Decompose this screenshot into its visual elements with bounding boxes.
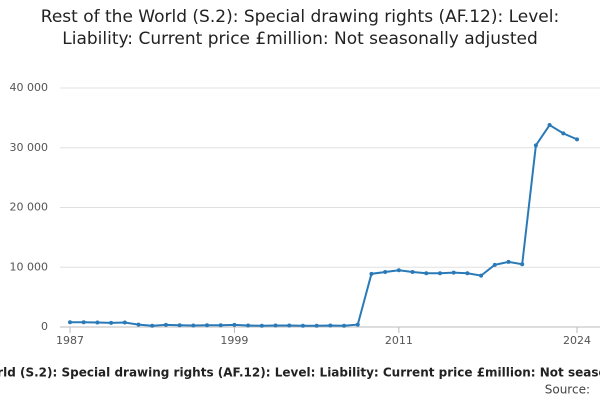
data-point xyxy=(246,323,251,328)
data-point xyxy=(109,320,114,325)
data-point xyxy=(300,323,305,328)
data-point xyxy=(95,320,100,325)
data-point xyxy=(218,323,223,328)
data-point xyxy=(122,320,127,325)
data-point xyxy=(259,323,264,328)
data-point xyxy=(273,323,278,328)
data-point xyxy=(205,323,210,328)
data-point xyxy=(191,323,196,328)
data-point xyxy=(465,271,470,276)
chart-title: Rest of the World (S.2): Special drawing… xyxy=(40,7,560,49)
x-tick-label: 1999 xyxy=(220,334,248,347)
x-tick-label: 2024 xyxy=(563,334,591,347)
data-point xyxy=(410,270,415,275)
y-tick-label: 20 000 xyxy=(10,201,49,214)
data-point xyxy=(575,137,579,142)
data-point xyxy=(68,320,72,325)
data-point xyxy=(383,270,388,275)
y-tick-label: 40 000 xyxy=(10,81,49,94)
data-point xyxy=(342,323,347,328)
data-point xyxy=(81,320,86,325)
data-point xyxy=(136,322,141,327)
data-point xyxy=(150,323,155,328)
data-point xyxy=(328,323,333,328)
data-point xyxy=(424,271,429,276)
footer-title: Rest of the World (S.2): Special drawing… xyxy=(0,366,600,380)
x-tick-label: 1987 xyxy=(56,334,84,347)
data-point xyxy=(520,262,525,267)
data-point xyxy=(314,323,319,328)
data-point xyxy=(396,268,401,273)
data-point xyxy=(369,271,374,276)
data-point xyxy=(232,322,237,327)
data-point xyxy=(287,323,292,328)
data-point xyxy=(177,323,182,328)
x-tick-label: 2011 xyxy=(385,334,413,347)
data-point xyxy=(506,259,511,264)
data-point xyxy=(451,270,456,275)
y-tick-label: 0 xyxy=(41,320,48,333)
data-point xyxy=(163,322,168,327)
data-point xyxy=(533,143,538,148)
data-line xyxy=(70,123,578,327)
source: Source: xyxy=(545,383,590,397)
data-point xyxy=(492,262,497,267)
data-point xyxy=(547,123,552,128)
data-point xyxy=(355,322,360,327)
data-point xyxy=(561,131,566,136)
data-point xyxy=(437,271,442,276)
y-tick-label: 10 000 xyxy=(10,260,49,273)
data-point xyxy=(479,273,484,278)
y-tick-label: 30 000 xyxy=(10,141,49,154)
